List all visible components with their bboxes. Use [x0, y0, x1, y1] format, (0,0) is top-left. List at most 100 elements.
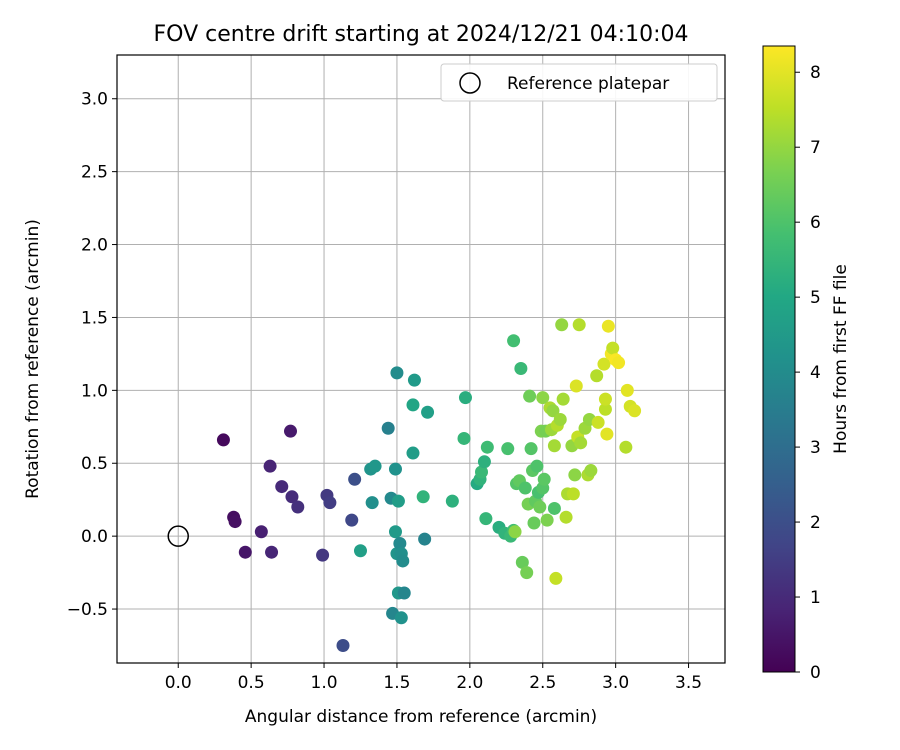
data-point	[265, 545, 279, 559]
data-point	[393, 536, 407, 550]
data-point	[479, 512, 493, 526]
data-point	[598, 392, 612, 406]
reference-platepar-marker	[167, 525, 189, 547]
data-point	[628, 404, 642, 418]
data-point	[601, 319, 615, 333]
data-point	[365, 496, 379, 510]
y-tick-label: 1.0	[81, 381, 108, 401]
y-tick-label: 2.5	[81, 163, 108, 183]
data-point	[228, 515, 242, 529]
data-point	[391, 494, 405, 508]
data-point	[556, 392, 570, 406]
data-point	[514, 361, 528, 375]
data-point	[540, 513, 554, 527]
data-point	[480, 440, 494, 454]
data-point	[523, 389, 537, 403]
data-point	[553, 413, 567, 427]
x-tick-label: 3.0	[602, 673, 629, 693]
data-point	[591, 415, 605, 429]
data-point	[572, 318, 586, 332]
y-tick-label: 3.0	[81, 90, 108, 110]
data-point	[619, 440, 633, 454]
data-point	[406, 446, 420, 460]
data-point	[515, 555, 529, 569]
colorbar-tick-label: 4	[810, 363, 821, 383]
data-point	[566, 487, 580, 501]
legend-marker-reference	[459, 72, 481, 94]
data-point	[559, 510, 573, 524]
data-point	[547, 501, 561, 515]
x-axis-ticks: 0.0 0.5 1.0 1.5 2.0 2.5 3.0 3.5	[165, 663, 702, 693]
data-point	[537, 472, 551, 486]
x-tick-label: 1.5	[383, 673, 410, 693]
data-point	[501, 442, 515, 456]
data-point	[520, 566, 534, 580]
y-tick-label: −0.5	[67, 600, 108, 620]
chart-title: FOV centre drift starting at 2024/12/21 …	[154, 22, 689, 47]
colorbar-label: Hours from first FF file	[831, 264, 851, 454]
data-point	[458, 391, 472, 405]
data-point	[590, 369, 604, 383]
data-point	[388, 525, 402, 539]
data-point	[263, 459, 277, 473]
x-tick-label: 2.0	[456, 673, 483, 693]
y-tick-label: 0.0	[81, 527, 108, 547]
data-point	[348, 472, 362, 486]
legend-box	[440, 63, 718, 102]
data-point	[584, 464, 598, 478]
data-point	[418, 532, 432, 546]
data-point	[291, 500, 305, 514]
x-tick-label: 1.0	[311, 673, 338, 693]
axes-frame	[116, 54, 726, 664]
colorbar-tick-label: 6	[810, 213, 821, 233]
colorbar: 0 1 2 3 4 5 6 7 8 Hours from first FF file	[762, 45, 851, 683]
legend-entry-reference: Reference platepar	[507, 74, 669, 94]
data-point	[568, 468, 582, 482]
y-tick-label: 0.5	[81, 454, 108, 474]
data-point	[530, 459, 544, 473]
data-point	[396, 554, 410, 568]
x-tick-label: 2.5	[529, 673, 556, 693]
data-point	[536, 391, 550, 405]
data-point	[397, 586, 411, 600]
data-point	[477, 455, 491, 469]
data-point	[388, 462, 402, 476]
grid	[117, 55, 725, 663]
colorbar-tick-label: 3	[810, 438, 821, 458]
colorbar-tick-label: 0	[810, 663, 821, 683]
colorbar-tick-label: 1	[810, 588, 821, 608]
data-point	[390, 366, 404, 380]
data-point	[416, 490, 430, 504]
data-point	[323, 496, 337, 510]
x-tick-label: 0.0	[165, 673, 192, 693]
data-point	[254, 525, 268, 539]
data-point	[574, 436, 588, 450]
legend: Reference platepar	[440, 63, 718, 102]
data-point	[345, 513, 359, 527]
x-tick-label: 3.5	[675, 673, 702, 693]
data-point	[285, 490, 299, 504]
data-point	[316, 548, 330, 562]
data-point	[620, 383, 634, 397]
data-point	[600, 427, 614, 441]
colorbar-tick-label: 5	[810, 288, 821, 308]
data-point	[238, 545, 252, 559]
data-point	[547, 439, 561, 453]
data-point	[569, 379, 583, 393]
data-point	[284, 424, 298, 438]
data-point	[407, 373, 421, 387]
x-tick-label: 0.5	[238, 673, 265, 693]
data-point	[597, 357, 611, 371]
colorbar-tick-label: 2	[810, 513, 821, 533]
data-point	[353, 544, 367, 558]
y-tick-label: 2.0	[81, 236, 108, 256]
data-point	[368, 459, 382, 473]
data-point	[606, 341, 620, 355]
y-axis-ticks: −0.5 0.0 0.5 1.0 1.5 2.0 2.5 3.0	[67, 90, 117, 620]
data-point	[475, 465, 489, 479]
colorbar-gradient	[762, 45, 796, 673]
data-point	[507, 334, 521, 348]
data-point	[598, 402, 612, 416]
data-points	[216, 318, 642, 653]
